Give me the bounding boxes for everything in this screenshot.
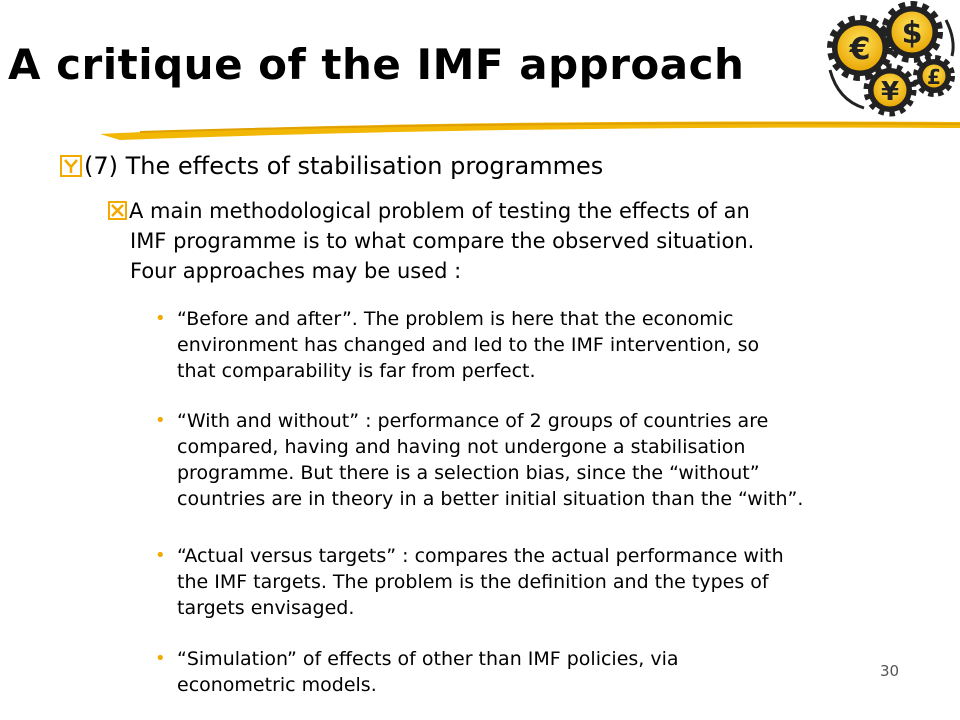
list-item: • “With and without” : performance of 2 … [155,408,955,512]
list-item-line: “Actual versus targets” : compares the a… [177,545,784,567]
list-item-line: “Before and after”. The problem is here … [177,308,734,330]
list-item-line: environment has changed and led to the I… [177,334,760,356]
currency-gears-logo: € $ ¥ £ [827,1,955,117]
list-item-line: the IMF targets. The problem is the defi… [177,571,769,593]
level1-bullet: (7) The effects of stabilisation program… [60,152,603,180]
list-item-line: compared, having and having not undergon… [177,436,746,458]
euro-symbol: € [849,32,871,67]
list-item: • “Actual versus targets” : compares the… [155,543,955,621]
list-item-line: econometric models. [177,674,377,696]
list-item-line: targets envisaged. [177,597,355,619]
level2-line-1: A main methodological problem of testing… [129,199,750,223]
yen-symbol: ¥ [881,77,899,107]
level2-line-3: Four approaches may be used : [130,259,462,283]
level1-text: (7) The effects of stabilisation program… [84,152,604,180]
dollar-symbol: $ [902,16,923,51]
level2-line-2: IMF programme is to what compare the obs… [130,229,755,253]
list-item-line: “With and without” : performance of 2 gr… [177,410,769,432]
level2-bullet: A main methodological problem of testing… [108,196,908,286]
bullet-dot-icon: • [155,648,166,669]
list-item-line: that comparability is far from perfect. [177,360,536,382]
checkbox-x-icon [108,201,127,220]
list-item-line: countries are in theory in a better init… [177,488,804,510]
euro-gear-icon: € [827,15,893,81]
checkbox-y-icon [60,155,82,177]
bullet-dot-icon: • [155,545,166,566]
slide-title: A critique of the IMF approach [8,40,745,89]
list-item-line: programme. But there is a selection bias… [177,462,760,484]
pound-symbol: £ [927,65,941,89]
page-number: 30 [880,662,900,680]
bullet-dot-icon: • [155,410,166,431]
bullet-dot-icon: • [155,308,166,329]
list-item-line: “Simulation” of effects of other than IM… [177,648,679,670]
list-item: • “Before and after”. The problem is her… [155,306,955,384]
yen-gear-icon: ¥ [863,63,917,117]
dollar-gear-icon: $ [881,1,943,63]
pound-gear-icon: £ [913,55,955,97]
title-underline-swoosh [100,121,960,140]
list-item: • “Simulation” of effects of other than … [155,646,955,698]
